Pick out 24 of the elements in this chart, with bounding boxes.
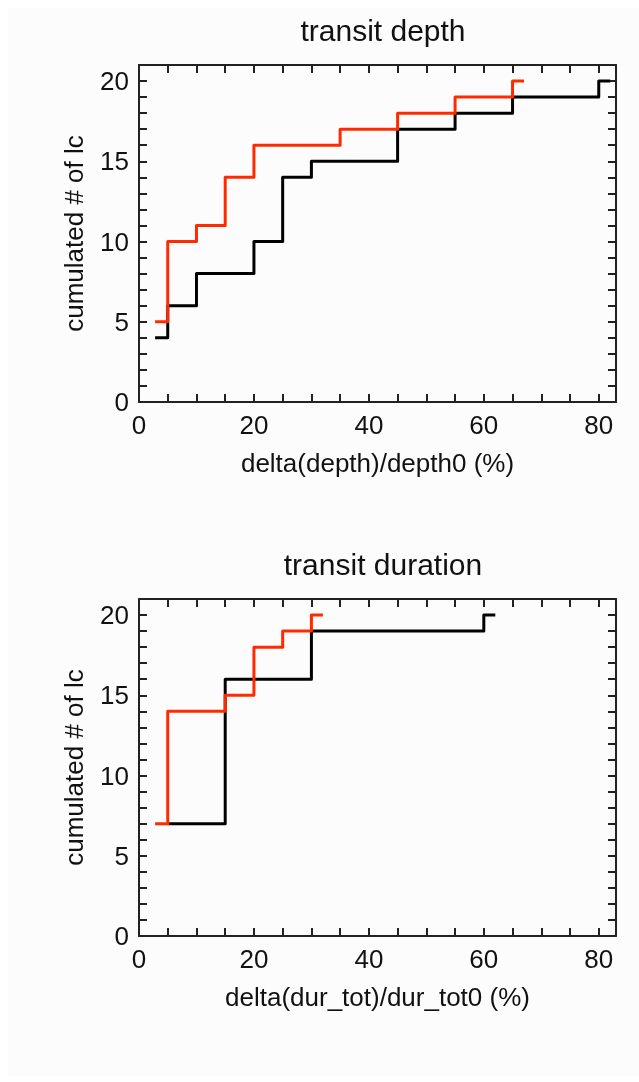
y-tick-label: 0 bbox=[114, 387, 129, 417]
x-tick-label: 40 bbox=[354, 944, 384, 974]
x-tick-label: 20 bbox=[239, 944, 269, 974]
y-tick-label: 5 bbox=[114, 840, 129, 871]
x-tick-label: 80 bbox=[584, 944, 614, 974]
x-axis-title: delta(depth)/depth0 (%) bbox=[240, 448, 515, 478]
y-tick-label: 5 bbox=[114, 306, 129, 337]
y-axis-title: cumulated # of lc bbox=[59, 135, 89, 332]
y-tick-label: 10 bbox=[100, 760, 129, 791]
y-tick-label: 15 bbox=[100, 146, 129, 177]
x-tick-label: 80 bbox=[584, 410, 614, 440]
x-tick-label: 60 bbox=[469, 944, 499, 974]
y-tick-label: 15 bbox=[100, 680, 129, 711]
x-axis-title: delta(dur_tot)/dur_tot0 (%) bbox=[225, 982, 530, 1012]
y-tick-label: 20 bbox=[100, 600, 129, 631]
x-tick-label: 20 bbox=[239, 410, 269, 440]
x-tick-label: 60 bbox=[469, 410, 499, 440]
x-tick-label: 40 bbox=[354, 410, 384, 440]
y-tick-label: 20 bbox=[100, 66, 129, 97]
chart-title: transit depth bbox=[300, 13, 466, 47]
y-tick-label: 0 bbox=[114, 921, 129, 951]
chart-title: transit duration bbox=[283, 547, 483, 581]
y-tick-label: 10 bbox=[100, 226, 129, 257]
y-axis-title: cumulated # of lc bbox=[59, 669, 89, 866]
